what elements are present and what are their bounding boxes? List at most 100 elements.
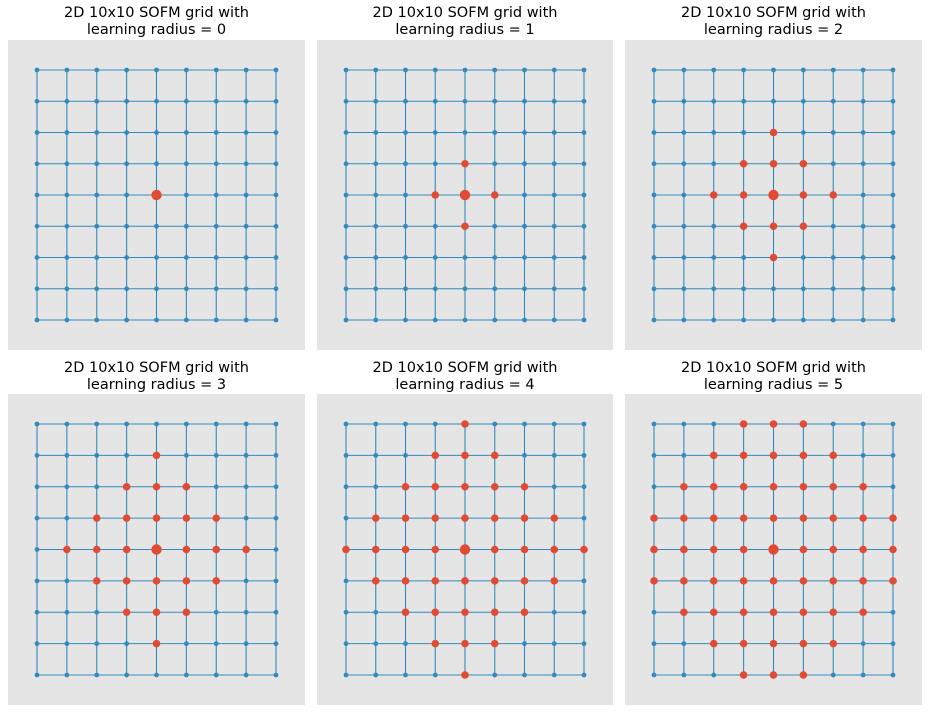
neuron: [711, 98, 717, 104]
neuron: [273, 421, 279, 427]
neuron: [343, 192, 349, 198]
neuron: [492, 255, 498, 260]
neuron: [681, 452, 687, 458]
active-neuron: [739, 639, 748, 648]
neuron: [522, 98, 527, 104]
neuron: [492, 161, 498, 167]
neuron: [551, 641, 557, 647]
neuron: [860, 255, 866, 260]
active-neuron: [550, 545, 559, 554]
neuron: [581, 223, 587, 229]
neuron: [273, 452, 279, 458]
neuron: [213, 421, 219, 427]
neuron: [273, 641, 279, 647]
active-neuron: [401, 545, 410, 554]
active-neuron: [799, 420, 808, 428]
neuron: [551, 67, 557, 73]
neuron: [94, 192, 100, 198]
active-neuron: [739, 159, 748, 168]
neuron: [64, 672, 70, 678]
active-neuron: [769, 451, 778, 460]
active-neuron: [739, 451, 748, 460]
active-neuron: [371, 514, 380, 522]
neuron: [403, 286, 408, 292]
chart-title: 2D 10x10 SOFM grid with learning radius …: [64, 360, 249, 393]
neuron: [273, 317, 279, 323]
neuron: [581, 192, 587, 198]
active-neuron: [829, 451, 838, 460]
chart-panel: 2D 10x10 SOFM grid with learning radius …: [317, 0, 613, 351]
active-neuron: [739, 191, 748, 199]
neuron: [711, 255, 717, 260]
neuron: [34, 641, 40, 647]
neuron: [243, 255, 249, 260]
active-neuron: [431, 451, 440, 460]
neuron: [551, 317, 557, 323]
neuron: [581, 609, 587, 615]
neuron: [34, 98, 40, 104]
neuron: [651, 609, 657, 615]
neuron: [243, 578, 249, 584]
active-neuron: [829, 545, 838, 554]
neuron: [183, 223, 189, 229]
neuron: [651, 98, 657, 104]
neuron: [183, 192, 189, 198]
neuron: [432, 317, 438, 323]
active-neuron: [490, 514, 499, 522]
plot-area: [317, 40, 613, 350]
sofm-grid: [650, 420, 897, 679]
neuron: [64, 130, 70, 135]
active-neuron: [829, 482, 838, 491]
neuron: [273, 130, 279, 135]
neuron: [830, 161, 836, 167]
neuron: [890, 255, 896, 260]
neuron: [711, 130, 717, 135]
neuron: [551, 609, 557, 615]
neuron: [273, 609, 279, 615]
active-neuron: [182, 514, 191, 522]
neuron: [771, 286, 776, 292]
neuron: [94, 641, 100, 647]
neuron: [373, 130, 379, 135]
neuron: [830, 317, 836, 323]
active-neuron: [709, 514, 718, 522]
neuron: [34, 578, 40, 584]
neuron: [403, 421, 408, 427]
neuron: [64, 484, 70, 490]
active-neuron: [461, 222, 469, 231]
neuron: [651, 286, 657, 292]
neuron: [64, 641, 70, 647]
neuron: [273, 192, 279, 198]
neuron: [373, 161, 379, 167]
neuron: [373, 67, 379, 73]
active-neuron: [650, 545, 658, 554]
neuron: [94, 255, 100, 260]
neuron: [243, 192, 249, 198]
active-neuron: [520, 577, 529, 585]
neuron: [124, 421, 130, 427]
neuron: [492, 317, 498, 323]
active-neuron: [859, 482, 867, 491]
neuron: [343, 255, 349, 260]
neuron: [681, 192, 687, 198]
neuron: [64, 421, 70, 427]
neuron: [551, 98, 557, 104]
neuron: [432, 421, 438, 427]
neuron: [403, 192, 408, 198]
active-neuron: [182, 545, 191, 554]
active-neuron: [431, 639, 440, 648]
active-neuron: [122, 514, 131, 522]
neuron: [492, 672, 498, 678]
neuron: [581, 255, 587, 260]
active-neuron: [490, 608, 499, 617]
active-neuron: [461, 671, 469, 679]
active-neuron: [550, 514, 559, 522]
chart-title: 2D 10x10 SOFM grid with learning radius …: [681, 360, 866, 393]
neuron: [154, 255, 159, 260]
neuron: [94, 98, 100, 104]
neuron: [243, 641, 249, 647]
active-neuron: [212, 577, 221, 585]
neuron: [94, 609, 100, 615]
neuron: [492, 286, 498, 292]
neuron: [681, 130, 687, 135]
